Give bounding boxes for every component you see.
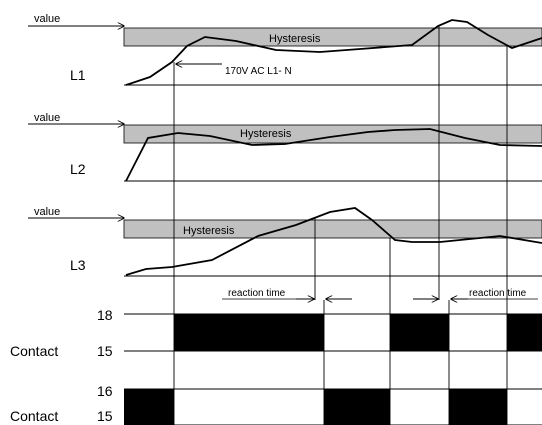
channel-l3: value Hysteresis L3 <box>28 206 542 277</box>
l1-note: 170V AC L1- N <box>225 66 292 77</box>
contact-2: 16 Contact 15 <box>10 383 542 425</box>
reaction-time-1: reaction time <box>222 288 352 299</box>
contact-1-on-block-1 <box>174 314 324 351</box>
contact-2-label: Contact <box>10 408 58 424</box>
l1-channel-label: L1 <box>70 67 86 83</box>
l3-hysteresis-label: Hysteresis <box>183 225 235 237</box>
l3-hysteresis-band <box>123 219 542 239</box>
l2-hysteresis-band <box>123 124 542 144</box>
l2-voltage-curve <box>125 128 542 182</box>
contact-2-on-block-1 <box>124 389 174 425</box>
contact-2-on-block-3 <box>449 389 507 425</box>
contact-2-on-block-2 <box>324 389 390 425</box>
l2-hysteresis-label: Hysteresis <box>240 128 292 140</box>
l1-hysteresis-band <box>123 27 542 47</box>
contact-1-top-terminal: 18 <box>97 307 113 323</box>
reaction-time-label-1: reaction time <box>228 288 286 299</box>
l2-channel-label: L2 <box>70 161 86 177</box>
reaction-time-2: reaction time <box>413 288 538 299</box>
channel-l2: value Hysteresis L2 <box>28 112 542 182</box>
l1-hysteresis-label: Hysteresis <box>269 33 321 45</box>
l3-voltage-curve <box>125 207 542 276</box>
l3-channel-label: L3 <box>70 257 86 273</box>
l3-value-label: value <box>34 206 60 218</box>
reaction-time-label-2: reaction time <box>469 288 527 299</box>
contact-1: 18 Contact 15 <box>10 307 542 359</box>
contact-1-on-block-3 <box>507 314 542 351</box>
l1-value-label: value <box>34 13 60 25</box>
contact-1-bottom-terminal: 15 <box>97 343 113 359</box>
contact-2-top-terminal: 16 <box>97 383 113 399</box>
contact-1-label: Contact <box>10 343 58 359</box>
contact-2-bottom-terminal: 15 <box>97 408 113 424</box>
contact-1-on-block-2 <box>390 314 449 351</box>
channel-l1: value Hysteresis L1 170V AC L1- N <box>28 13 542 86</box>
l2-value-label: value <box>34 112 60 124</box>
l1-voltage-curve <box>125 19 542 86</box>
